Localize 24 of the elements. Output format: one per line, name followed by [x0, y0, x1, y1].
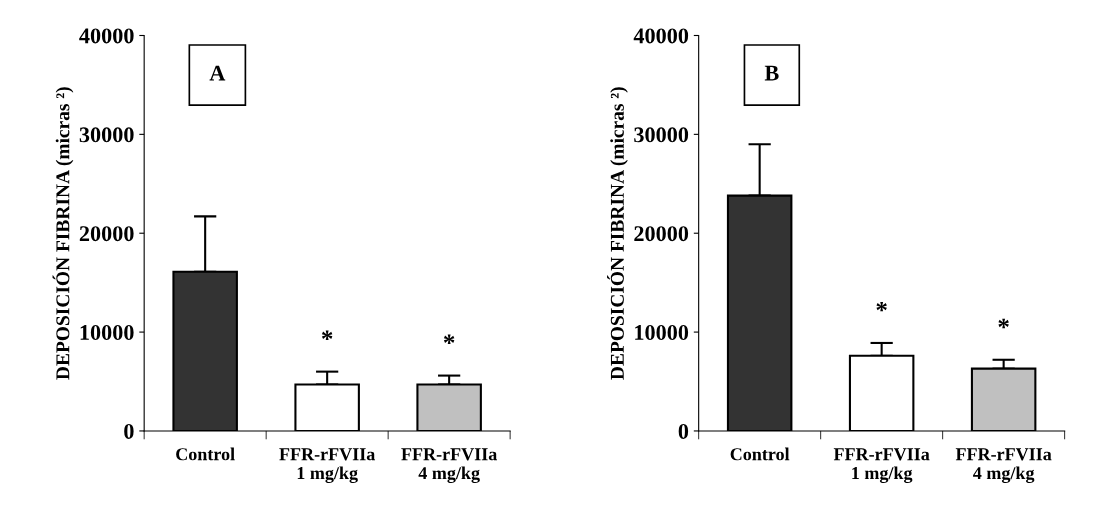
y-tick-label: 30000	[634, 127, 689, 143]
annotation: B	[764, 65, 779, 81]
x-tick-label: Control	[176, 447, 235, 461]
annotation: *	[998, 318, 1009, 329]
y-axis-title: DEPOSICIÓN FIBRINA (micras ²)	[52, 87, 74, 380]
y-tick-label: 10000	[635, 325, 689, 341]
x-tick-label: Control	[730, 447, 790, 461]
x-tick-label: FFR-rFVIIa 1 mg/kg	[279, 448, 376, 484]
y-tick-label: 40000	[79, 28, 134, 44]
y-axis-title: DEPOSICIÓN FIBRINA (micras ²)	[607, 87, 628, 380]
y-tick-label: 0	[124, 423, 134, 439]
annotation: *	[321, 330, 333, 341]
y-tick-label: 0	[678, 423, 689, 439]
annotation: *	[876, 301, 887, 312]
y-tick-label: 40000	[633, 28, 689, 44]
x-tick-label: FFR-rFVIIa 1 mg/kg	[833, 448, 930, 484]
y-tick-label: 10000	[80, 325, 134, 341]
y-tick-label: 30000	[79, 127, 134, 143]
annotation: *	[443, 334, 455, 344]
annotation: A	[209, 65, 226, 81]
y-tick-label: 20000	[79, 226, 134, 242]
y-tick-label: 20000	[634, 226, 689, 242]
x-tick-label: FFR-rFVIIa 4 mg/kg	[401, 448, 498, 484]
x-tick-label: FFR-rFVIIa 4 mg/kg	[955, 448, 1052, 484]
